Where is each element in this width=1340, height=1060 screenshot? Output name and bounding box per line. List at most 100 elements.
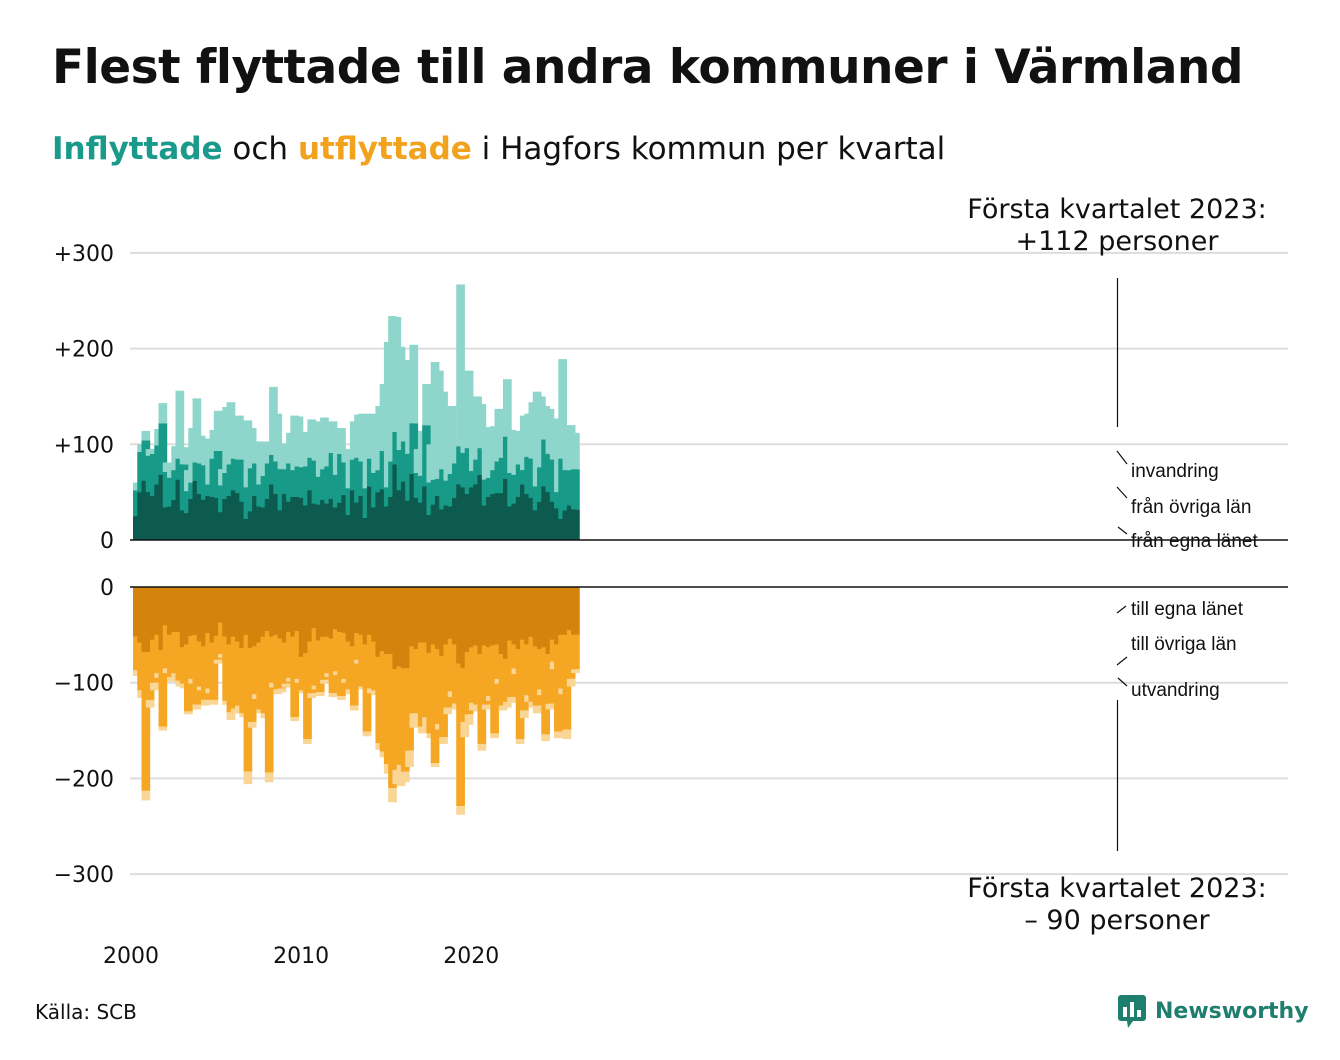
segment-labels: invandring från övriga län från egna länet… [1131, 461, 1258, 701]
bar-out-2-14 [192, 704, 202, 710]
x-tick: 2010 [273, 944, 329, 969]
bar-out-2-40 [303, 739, 312, 744]
top-annotation-line2: +112 personer [1015, 226, 1219, 257]
bar-in-2-48 [337, 428, 346, 454]
bar-out-2-37 [290, 717, 300, 721]
bar-out-1-103 [571, 634, 580, 670]
bar-out-2-6 [158, 726, 168, 731]
bar-out-2-18 [209, 699, 219, 705]
bar-out-1-6 [158, 650, 168, 727]
upper-y-tick: +200 [54, 338, 114, 363]
bar-in-2-78 [464, 370, 474, 449]
bar-in-2-14 [192, 398, 202, 463]
bar-in-2-46 [328, 421, 338, 453]
bar-out-2-81 [477, 743, 487, 751]
leader-line [1117, 526, 1128, 535]
bar-out-1-31 [264, 631, 274, 773]
upper-y-tick: +100 [54, 433, 114, 458]
bar-in-2-87 [503, 379, 512, 437]
subtitle-rest: i Hagfors kommun per kvartal [471, 131, 946, 167]
source-note: Källa: SCB [35, 1000, 137, 1024]
bar-out-2-8 [167, 676, 176, 682]
bar-out-2-19 [213, 659, 223, 664]
bar-out-2-3 [145, 699, 155, 708]
newsworthy-logo-icon [1118, 995, 1146, 1028]
bar-out-2-88 [507, 697, 516, 703]
bar-out-2-54 [362, 731, 372, 737]
bar-in-2-10 [175, 390, 185, 459]
bar-in-2-33 [273, 413, 283, 462]
chart-title: Flest flyttade till andra kommuner i Vär… [52, 40, 1244, 95]
bar-in-0-103 [571, 509, 580, 540]
segment-label: utvandring [1131, 680, 1220, 701]
bar-in-2-6 [158, 403, 168, 424]
bar-out-2-34 [277, 688, 287, 693]
newsworthy-logo[interactable]: Newsworthy [1117, 993, 1309, 1029]
lower-y-tick: 0 [100, 576, 114, 601]
bar-out-2-91 [520, 710, 529, 719]
outflow-bars [133, 587, 580, 815]
bar-in-2-11 [179, 447, 189, 465]
inflow-bars [133, 284, 580, 540]
lower-y-tick: −100 [54, 672, 114, 697]
upper-y-tick: 0 [100, 529, 114, 554]
segment-label: från egna länet [1131, 531, 1258, 552]
newsworthy-logo-text: Newsworthy [1155, 998, 1309, 1024]
leader-line [1116, 450, 1128, 465]
segment-label: till övriga län [1131, 634, 1237, 655]
axes [130, 278, 1288, 851]
bar-out-2-31 [264, 772, 274, 783]
bar-out-2-72 [439, 737, 448, 744]
bar-out-2-64 [405, 750, 414, 767]
top-annotation-line1: Första kvartalet 2023: [967, 194, 1266, 225]
bar-out-2-87 [503, 701, 512, 708]
bar-out-1-84 [490, 645, 499, 734]
bar-out-2-82 [481, 704, 491, 710]
lower-y-tick: −300 [54, 863, 114, 888]
chart-subtitle: Inflyttade och utflyttade i Hagfors komm… [52, 131, 945, 167]
subtitle-inflyttade: Inflyttade [52, 131, 223, 167]
bar-out-2-84 [490, 733, 499, 739]
bar-out-2-103 [571, 669, 580, 674]
bar-out-2-27 [247, 721, 257, 728]
bar-in-1-103 [571, 469, 580, 510]
segment-label: till egna länet [1131, 599, 1244, 620]
bar-in-2-97 [545, 408, 555, 454]
bar-out-2-65 [409, 713, 419, 728]
bar-in-2-49 [341, 449, 351, 463]
bar-out-2-73 [443, 707, 453, 715]
bar-out-2-16 [201, 699, 210, 706]
bar-in-2-74 [447, 406, 457, 474]
bar-out-2-35 [281, 683, 291, 688]
bar-out-2-78 [464, 714, 474, 725]
bar-out-2-70 [430, 763, 440, 767]
bar-in-2-103 [571, 432, 580, 470]
bar-out-2-99 [554, 731, 563, 739]
bar-out-2-22 [226, 712, 236, 721]
bar-out-2-41 [307, 693, 317, 699]
bar-out-2-60 [388, 787, 397, 803]
bar-out-2-51 [349, 705, 359, 711]
bar-in-1-65 [409, 423, 419, 474]
upper-y-tick: +300 [54, 242, 114, 267]
bar-out-2-23 [230, 708, 240, 714]
bar-in-1-6 [158, 423, 168, 475]
bar-out-2-26 [243, 771, 253, 785]
leader-line [1116, 656, 1128, 666]
bar-in-2-28 [252, 441, 261, 464]
bar-out-1-2 [141, 652, 151, 791]
leader-line [1116, 486, 1128, 499]
leader-line [1117, 677, 1128, 687]
bar-out-2-77 [460, 721, 470, 738]
bar-in-2-81 [477, 404, 487, 449]
bar-out-2-44 [320, 679, 329, 684]
bar-out-1-18 [209, 642, 219, 700]
bar-out-2-2 [141, 790, 151, 801]
bar-out-2-102 [566, 678, 576, 687]
bar-in-2-2 [141, 430, 151, 441]
subtitle-utflyttade: utflyttade [297, 131, 472, 167]
bar-out-2-90 [515, 739, 525, 744]
leader-line [1116, 605, 1127, 614]
segment-label: invandring [1131, 461, 1219, 482]
bar-in-2-19 [213, 410, 223, 451]
